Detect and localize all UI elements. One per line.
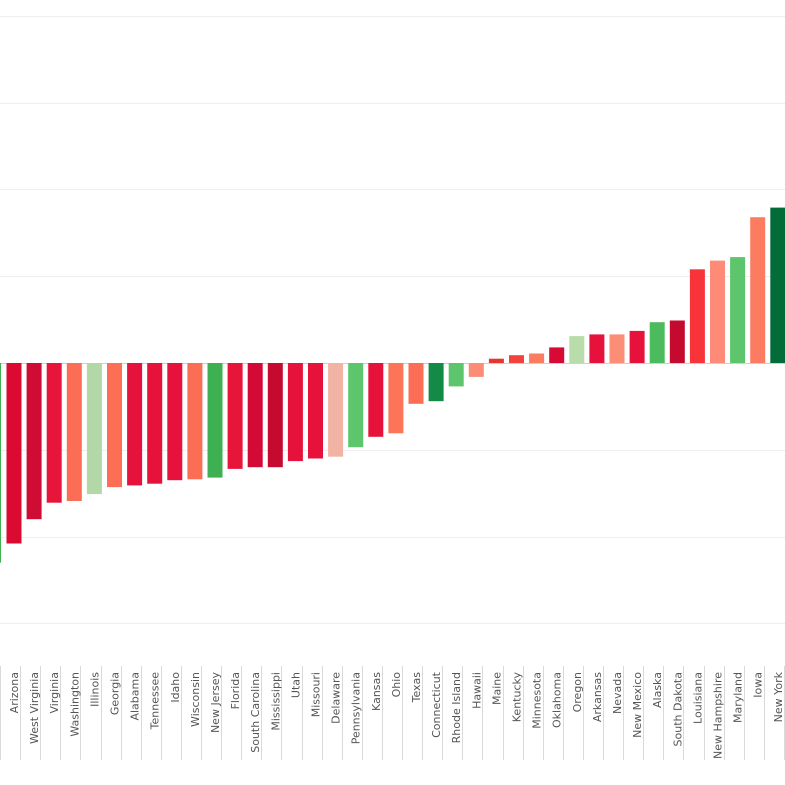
bar-utah[interactable] [287,363,303,462]
x-tick-label: Louisiana [691,672,704,724]
x-tick-label: Washington [68,672,81,737]
x-tick-label: Pennsylvania [350,672,363,744]
bar-iowa[interactable] [750,217,766,363]
bar-kentucky[interactable] [509,355,524,363]
x-tick-label: Hawaii [470,672,483,709]
x-tick-label: Nevada [611,672,624,714]
bar-louisiana[interactable] [689,269,705,363]
x-tick-label: Oregon [571,672,584,712]
bar-mississippi[interactable] [267,363,283,468]
bar-georgia[interactable] [107,363,122,488]
bars [0,207,785,563]
bar-tennessee[interactable] [147,363,163,484]
x-tick-label: Florida [229,672,242,709]
x-tick-label: Arkansas [591,672,604,722]
bar-arizona[interactable] [6,363,22,544]
x-tick-label: Idaho [169,672,182,703]
x-tick-label: Rhode Island [450,672,463,743]
x-tick-label: Virginia [48,672,61,713]
x-tick-label: Maine [490,672,503,705]
bar-alabama[interactable] [127,363,143,486]
bar-new-hampshire[interactable] [710,260,725,363]
bar-florida[interactable] [227,363,243,469]
x-tick-label: Georgia [109,672,122,715]
bar-washington[interactable] [66,363,82,501]
bar-new-york[interactable] [770,207,785,363]
x-tick-label: Maryland [732,672,745,723]
x-tick-label: New York [772,671,785,722]
x-tick-label: Illinois [88,672,101,707]
bar-ohio[interactable] [388,363,404,434]
bar-oklahoma[interactable] [549,347,565,363]
x-tick-label: Alabama [129,672,142,721]
x-tick-label: Ohio [390,672,403,698]
x-tick-label: Alaska [651,672,664,708]
bar-connecticut[interactable] [428,363,444,402]
bar-rhode-island[interactable] [448,363,464,387]
x-tick-label: Delaware [330,672,343,724]
bar-oregon[interactable] [569,336,585,363]
x-tick-label: New Jersey [209,672,222,734]
bar-hawaii[interactable] [468,363,484,377]
bar-idaho[interactable] [167,363,183,481]
bar-south-dakota[interactable] [669,320,685,364]
bar-west-virginia[interactable] [26,363,42,520]
x-tick-label: South Dakota [671,672,684,746]
bar-pennsylvania[interactable] [348,363,364,448]
x-tick-label: Kansas [370,672,383,711]
x-axis: Arizona West Virginia Virginia Washington Il… [0,666,785,760]
gridlines [0,16,785,624]
x-tick-label: Missouri [310,672,323,717]
x-tick-label: New Mexico [631,672,644,738]
bar-nevada[interactable] [609,334,625,363]
bar-missouri[interactable] [308,363,323,459]
bar-wisconsin[interactable] [187,363,203,480]
bar-alaska[interactable] [649,322,665,363]
bar-minnesota[interactable] [529,353,545,364]
bar-delaware[interactable] [328,363,344,457]
bar-kansas[interactable] [368,363,384,437]
x-tick-label: New Hampshire [712,672,725,759]
x-tick-label: Texas [410,672,423,704]
x-tick-label: Kentucky [511,672,524,723]
x-tick-label: Connecticut [430,671,443,738]
x-tick-label: Wisconsin [189,672,202,727]
x-tick-label: West Virginia [28,672,41,744]
x-tick-label: Utah [289,672,302,698]
bar-partial [0,363,1,563]
x-tick-label: Oklahoma [551,672,564,728]
x-tick-label: Minnesota [531,672,544,729]
bar-maine[interactable] [488,358,504,363]
bar-illinois[interactable] [86,363,102,495]
bar-texas[interactable] [408,363,424,404]
bar-new-jersey[interactable] [207,363,223,478]
bar-south-carolina[interactable] [247,363,263,468]
x-tick-label: Tennessee [149,672,162,731]
bar-maryland[interactable] [730,257,746,363]
bar-virginia[interactable] [46,363,62,503]
x-tick-label: Mississippi [269,672,282,731]
x-tick-label: Arizona [8,672,21,713]
bar-arkansas[interactable] [589,334,605,363]
x-tick-label: South Carolina [249,672,262,753]
x-tick-label: Iowa [752,672,765,698]
bar-new-mexico[interactable] [629,330,645,363]
